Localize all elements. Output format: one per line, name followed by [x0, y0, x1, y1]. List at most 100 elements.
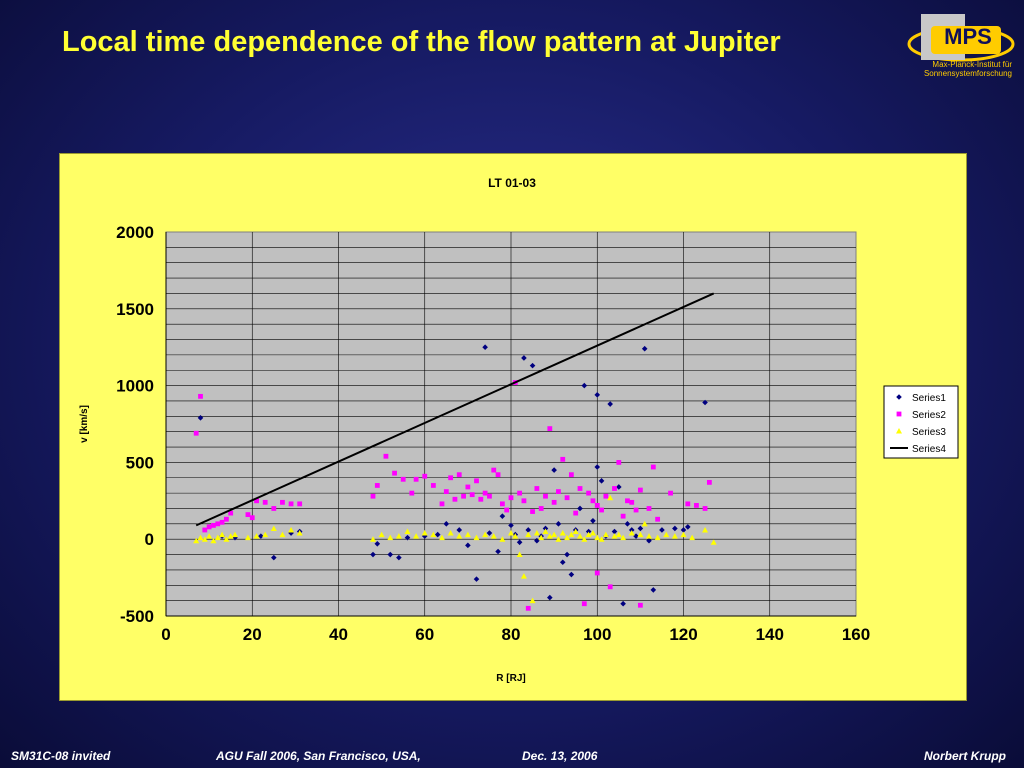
- series3-point: [572, 528, 579, 535]
- series2-point: [590, 498, 596, 504]
- series2-point: [495, 472, 501, 478]
- series1-point: [702, 399, 708, 406]
- series2-point: [452, 496, 458, 502]
- series3-point: [702, 526, 709, 533]
- series1-point: [680, 527, 687, 533]
- series2-point: [228, 510, 234, 516]
- series3-point: [197, 534, 204, 541]
- series1-point: [624, 521, 631, 527]
- footer: SM31C-08 invited AGU Fall 2006, San Fran…: [0, 748, 1024, 768]
- series3-point: [262, 531, 269, 538]
- series3-point: [689, 534, 696, 541]
- series2-point: [551, 499, 557, 505]
- series3-point: [430, 531, 437, 538]
- series1-point: [547, 594, 553, 601]
- series3-point: [370, 536, 376, 542]
- series3-point: [516, 551, 523, 558]
- series3-point: [214, 534, 221, 541]
- y-tick-label: -500: [120, 607, 154, 626]
- series3-point: [499, 536, 506, 542]
- series2-point: [504, 507, 510, 513]
- series3-point: [404, 528, 411, 535]
- series2-point: [603, 493, 609, 499]
- series2-point: [534, 486, 540, 491]
- series3-point: [227, 533, 234, 539]
- x-tick-labels: 0 20 40 60 80 100 120 140 160: [161, 625, 870, 644]
- x-tick-label: 0: [161, 625, 170, 644]
- series2-point: [612, 486, 617, 491]
- series2-point: [254, 498, 259, 504]
- series3-point: [223, 536, 230, 542]
- logo-line1: Max-Planck-Institut für: [932, 60, 1012, 69]
- series3-point: [447, 530, 454, 536]
- series2-point: [586, 490, 592, 496]
- series2-point: [594, 570, 600, 576]
- series2-point: [556, 489, 561, 494]
- series1-point: [473, 576, 480, 582]
- series2-point: [370, 493, 376, 499]
- x-tick-label: 160: [842, 625, 870, 644]
- series3-point: [559, 530, 566, 536]
- series1-point: [650, 587, 657, 593]
- legend-label: Series2: [912, 410, 946, 421]
- mps-logo-icon: [907, 14, 1015, 62]
- series2-point: [392, 470, 397, 476]
- series2-point: [198, 393, 203, 399]
- series2-point: [474, 478, 479, 484]
- scatter-chart: LT 01-03 -500 0 500 1000 1500 2000 0 20 40 60 80 1…: [79, 176, 959, 684]
- series1-point: [577, 505, 583, 512]
- series3-point: [473, 534, 480, 541]
- x-tick-label: 120: [669, 625, 697, 644]
- series3-point: [508, 530, 514, 536]
- series1-point: [564, 551, 570, 558]
- series1-point: [581, 382, 588, 389]
- series2-point: [262, 499, 268, 505]
- legend: Series1 Series2 Series3 Series4: [883, 385, 959, 459]
- series2-point: [465, 484, 471, 490]
- series3-point: [671, 533, 678, 539]
- series2-point: [530, 509, 535, 514]
- series2-point: [439, 501, 445, 507]
- series2-point: [482, 490, 488, 496]
- series3-point: [482, 531, 489, 538]
- series2-point: [206, 524, 212, 530]
- mps-logo: MPS Max-Planck-Institut für Sonnensystem…: [905, 8, 1020, 78]
- series2-point: [577, 486, 583, 491]
- series1-point: [521, 355, 527, 361]
- series1-point: [568, 571, 575, 578]
- series2-point: [543, 493, 548, 499]
- series1-point: [197, 415, 204, 421]
- series3-point: [581, 536, 588, 542]
- series1-point: [534, 537, 540, 544]
- series3-point: [568, 531, 575, 538]
- series1-point: [525, 527, 532, 533]
- series3-point: [439, 534, 445, 541]
- series2-point: [456, 472, 462, 478]
- series1-point: [529, 362, 536, 369]
- x-tick-label: 40: [329, 625, 348, 644]
- series3-point: [193, 537, 200, 544]
- series2-point: [219, 519, 225, 525]
- series3-point: [244, 534, 251, 541]
- series2-point: [215, 521, 221, 527]
- y-tick-label: 0: [145, 530, 154, 549]
- series3-point: [542, 528, 549, 535]
- y-tick-label: 1000: [116, 377, 154, 396]
- series2-point: [629, 499, 635, 505]
- series3-point: [253, 533, 260, 539]
- series2-point: [650, 464, 656, 470]
- series1-point: [465, 542, 471, 549]
- legend-swatch: [896, 428, 902, 434]
- series3-point: [585, 531, 592, 538]
- series2-point: [568, 472, 574, 478]
- series1-point: [633, 533, 639, 539]
- series2-point: [193, 430, 199, 436]
- series2-point: [469, 492, 475, 498]
- series2-point: [521, 498, 527, 504]
- series3-point: [628, 530, 635, 536]
- series3-point: [456, 533, 463, 539]
- series1-point: [585, 528, 592, 535]
- series2-point: [211, 522, 216, 528]
- y-tick-label: 1500: [116, 300, 154, 319]
- x-tick-label: 20: [243, 625, 262, 644]
